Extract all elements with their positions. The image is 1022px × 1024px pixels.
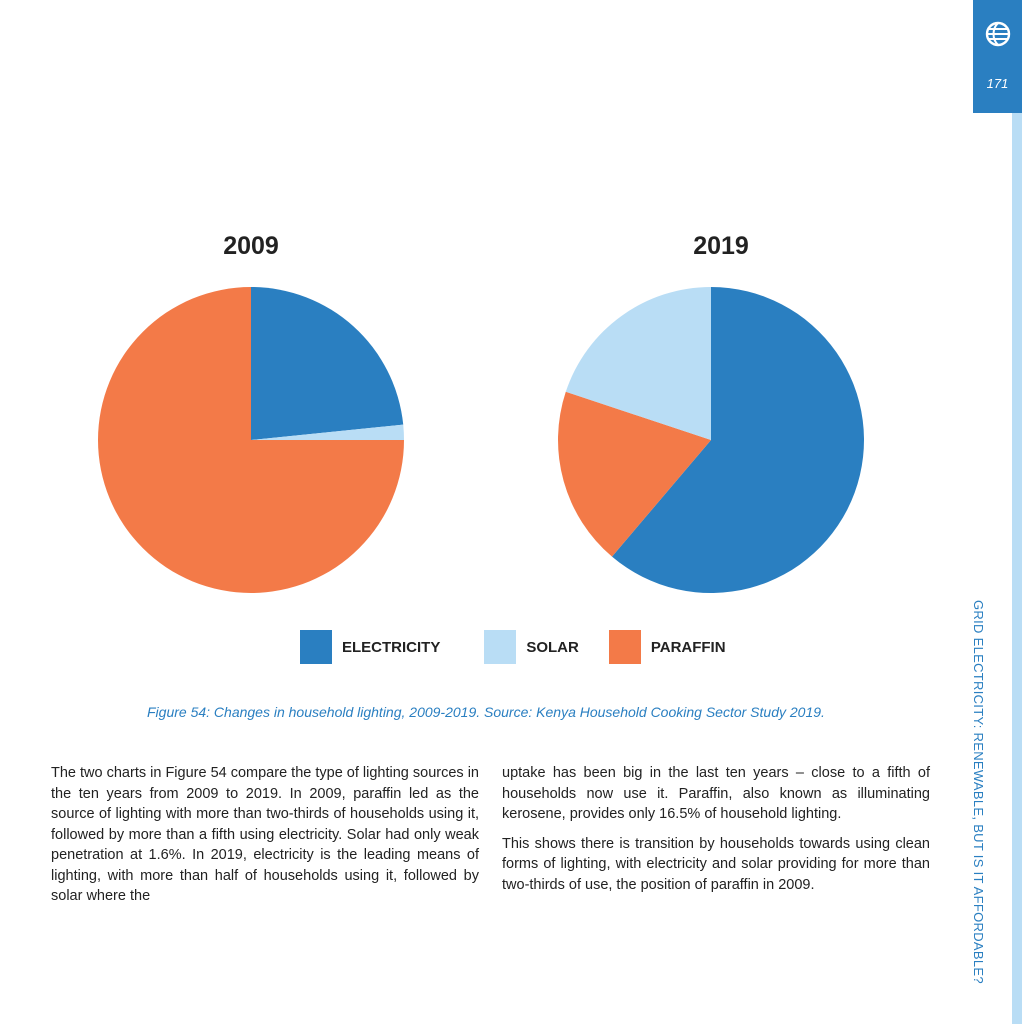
pie-slice-paraffin	[98, 287, 404, 593]
figure-caption: Figure 54: Changes in household lighting…	[147, 704, 825, 720]
legend-swatch-electricity	[300, 630, 332, 664]
body-paragraph: This shows there is transition by househ…	[502, 835, 930, 893]
pie-slice-solar	[565, 287, 711, 440]
legend-swatch-solar	[484, 630, 517, 664]
chart-title-2019: 2019	[693, 232, 749, 260]
legend-label-solar: SOLAR	[526, 638, 579, 656]
legend-item-paraffin: PARAFFIN	[608, 630, 726, 664]
pie-slice-solar	[251, 424, 405, 440]
legend: ELECTRICITY SOLAR PARAFFIN	[300, 630, 726, 664]
pie-charts	[98, 287, 865, 593]
body-column-left: The two charts in Figure 54 compare the …	[51, 763, 479, 916]
legend-label-paraffin: PARAFFIN	[650, 638, 726, 656]
body-column-right: uptake has been big in the last ten year…	[502, 763, 930, 904]
side-strip	[1012, 113, 1022, 1024]
body-paragraph: The two charts in Figure 54 compare the …	[51, 765, 479, 904]
pie-slice-electricity	[251, 287, 404, 440]
body-paragraph: uptake has been big in the last ten year…	[502, 765, 930, 822]
globe-logo-icon	[985, 21, 1011, 47]
legend-label-electricity: ELECTRICITY	[342, 638, 441, 656]
page-tab: 171	[973, 0, 1022, 113]
side-chapter-title: GRID ELECTRICITY: RENEWABLE, BUT IS IT A…	[971, 600, 986, 984]
legend-item-solar: SOLAR	[484, 630, 579, 664]
pie-slice-paraffin	[558, 391, 711, 557]
legend-item-electricity: ELECTRICITY	[300, 630, 440, 664]
legend-swatch-paraffin	[608, 630, 641, 664]
chart-title-2009: 2009	[223, 232, 279, 260]
page-number: 171	[986, 76, 1009, 91]
pie-slice-electricity	[612, 287, 865, 593]
pie-chart-2009	[98, 287, 405, 593]
pie-chart-2019	[558, 287, 865, 593]
